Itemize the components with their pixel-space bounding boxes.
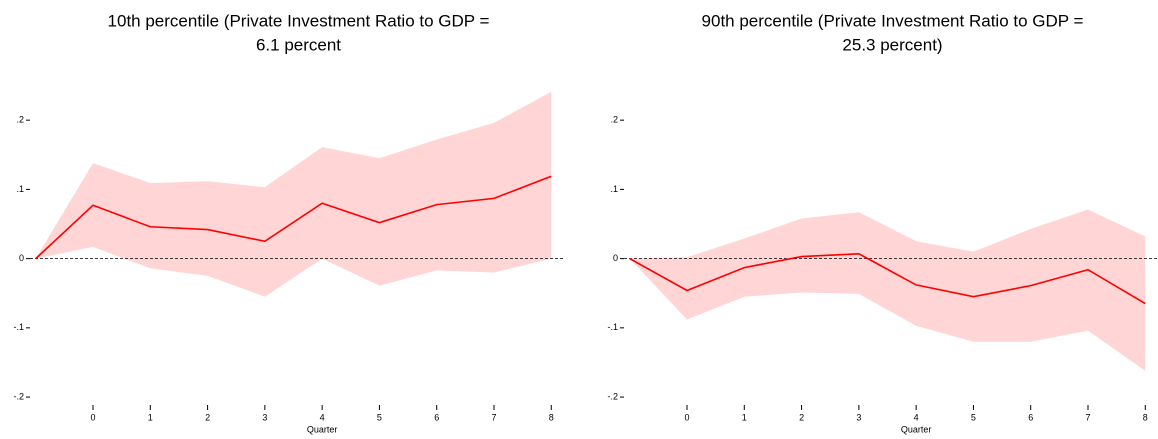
x-tick-label: 2: [799, 412, 804, 422]
x-tick-label: 3: [856, 412, 861, 422]
x-tick-label: 3: [262, 412, 267, 422]
x-axis-label: Quarter: [307, 424, 338, 434]
x-tick-label: 6: [1028, 412, 1033, 422]
x-tick-label: 1: [148, 412, 153, 422]
confidence-band: [35, 91, 552, 297]
y-tick-label: -.1: [607, 322, 618, 332]
y-tick-label: .2: [16, 115, 24, 125]
x-tick-label: 8: [549, 412, 554, 422]
y-tick-label: -.2: [13, 391, 24, 401]
chart-title: 90th percentile (Private Investment Rati…: [702, 11, 1084, 30]
y-tick-label: -.2: [607, 391, 618, 401]
y-tick-label: .1: [16, 184, 24, 194]
chart-title: 10th percentile (Private Investment Rati…: [108, 11, 490, 30]
y-tick-label: 0: [613, 253, 618, 263]
x-tick-label: 5: [971, 412, 976, 422]
x-tick-label: 4: [320, 412, 325, 422]
response-line: [35, 175, 552, 260]
x-tick-label: 5: [377, 412, 382, 422]
x-tick-label: 7: [1085, 412, 1090, 422]
x-axis-label: Quarter: [901, 424, 932, 434]
x-tick-label: 6: [434, 412, 439, 422]
x-tick-label: 4: [914, 412, 919, 422]
chart-title: 25.3 percent): [842, 35, 942, 54]
y-tick-label: .1: [610, 184, 618, 194]
x-tick-label: 0: [91, 412, 96, 422]
confidence-band: [629, 209, 1146, 371]
x-tick-label: 8: [1143, 412, 1148, 422]
x-tick-label: 1: [742, 412, 747, 422]
x-tick-label: 2: [205, 412, 210, 422]
y-tick-label: .2: [610, 115, 618, 125]
y-tick-label: 0: [19, 253, 24, 263]
y-tick-label: -.1: [13, 322, 24, 332]
chart-title: 6.1 percent: [256, 35, 341, 54]
x-tick-label: 7: [491, 412, 496, 422]
x-tick-label: 0: [685, 412, 690, 422]
response-line: [629, 252, 1146, 305]
